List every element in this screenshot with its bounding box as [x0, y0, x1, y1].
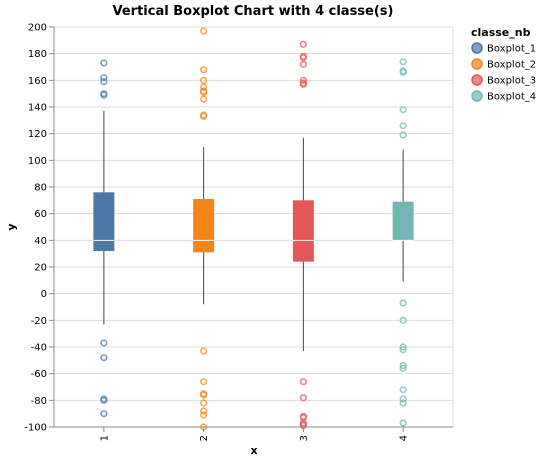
y-tick-label: 120 [28, 129, 47, 140]
outlier-point [100, 354, 108, 362]
plot-area [93, 27, 414, 431]
y-tick-label: 140 [28, 103, 47, 114]
outlier-point [399, 299, 407, 307]
outlier-point [200, 399, 208, 407]
y-tick-label: 200 [28, 23, 47, 34]
boxplot-2 [193, 27, 215, 431]
legend-title: classe_nb [471, 26, 531, 39]
outlier-point [399, 343, 407, 351]
outlier-point [200, 88, 208, 96]
legend-symbol [471, 42, 483, 54]
outlier-point [100, 78, 108, 86]
outlier-point [399, 68, 407, 76]
y-axis: -100 -80 -60 -40 -20 0 20 40 60 80 100 120 140 160 180… [24, 23, 55, 434]
outlier-point [100, 91, 108, 99]
box [392, 201, 414, 241]
outlier-point [299, 40, 307, 48]
legend-symbol [471, 90, 483, 102]
grid [54, 26, 454, 428]
outlier-point [399, 316, 407, 324]
chart-title: Vertical Boxplot Chart with 4 classe(s) [113, 4, 394, 19]
outlier-point [200, 95, 208, 103]
outlier-point [200, 378, 208, 386]
outlier-point [200, 391, 208, 399]
y-axis-title: y [5, 223, 18, 230]
legend-symbol [471, 74, 483, 86]
y-tick-label: 60 [34, 209, 47, 220]
outlier-point [299, 394, 307, 402]
outlier-point [399, 106, 407, 114]
x-axis: 1 2 3 4 [54, 426, 453, 441]
outlier-point [299, 76, 307, 84]
y-tick-label: -100 [24, 423, 47, 434]
y-tick-label: 0 [41, 289, 47, 300]
outlier-point [299, 378, 307, 386]
legend-label: Boxplot_2 [487, 60, 536, 71]
x-tick-label: 3 [299, 435, 310, 441]
y-tick-label: 100 [28, 156, 47, 167]
outlier-point [399, 386, 407, 394]
x-tick-label: 1 [99, 435, 110, 441]
legend-label: Boxplot_4 [487, 92, 536, 103]
outlier-point [100, 410, 108, 418]
y-tick-label: 180 [28, 49, 47, 60]
y-tick-label: 160 [28, 76, 47, 87]
outlier-point [200, 76, 208, 84]
x-axis-title: x [250, 444, 257, 457]
y-tick-label: 40 [34, 236, 47, 247]
y-tick-label: -20 [31, 316, 47, 327]
legend: classe_nb Boxplot_1 Boxplot_2 Boxplot_3 Box… [471, 26, 536, 103]
y-tick-label: -60 [31, 369, 47, 380]
legend-label: Boxplot_3 [487, 76, 536, 87]
outlier-point [200, 27, 208, 35]
outlier-point [200, 112, 208, 120]
outlier-point [399, 419, 407, 427]
outlier-point [399, 131, 407, 139]
legend-label: Boxplot_1 [487, 44, 536, 55]
outlier-point [299, 54, 307, 62]
outlier-point [200, 411, 208, 419]
outlier-point [399, 58, 407, 66]
outlier-point [100, 59, 108, 67]
boxplot-1 [93, 59, 115, 418]
outlier-point [100, 396, 108, 404]
x-tick-label: 2 [199, 435, 210, 441]
outlier-point [399, 346, 407, 354]
y-tick-label: -40 [31, 343, 47, 354]
outlier-point [399, 122, 407, 130]
outlier-point [200, 66, 208, 74]
outlier-point [399, 395, 407, 403]
y-tick-label: -80 [31, 396, 47, 407]
outlier-point [100, 339, 108, 347]
outlier-point [200, 347, 208, 355]
outlier-point [299, 60, 307, 68]
box [93, 192, 115, 251]
outlier-point [399, 364, 407, 372]
box [193, 199, 215, 253]
outlier-point [100, 74, 108, 82]
y-tick-label: 80 [34, 183, 47, 194]
boxplot-4 [392, 58, 414, 427]
legend-symbol [471, 58, 483, 70]
x-tick-label: 4 [399, 435, 410, 441]
outlier-point [200, 407, 208, 415]
box [292, 200, 314, 262]
y-tick-label: 20 [34, 263, 47, 274]
boxplot-3 [292, 40, 314, 430]
outlier-point [299, 80, 307, 88]
outlier-point [399, 362, 407, 370]
outlier-point [399, 399, 407, 407]
